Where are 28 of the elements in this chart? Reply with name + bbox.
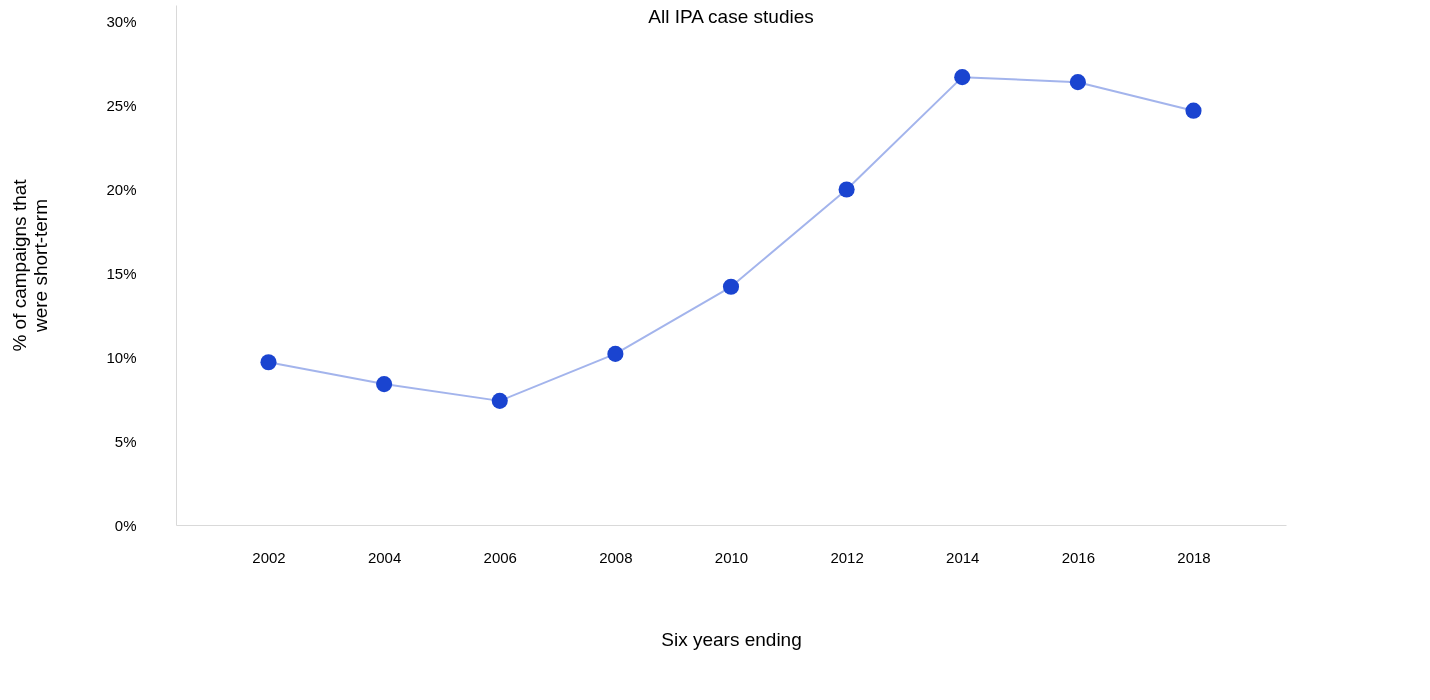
point (838, 181, 855, 198)
point (1069, 74, 1086, 91)
y-tick-label: 5% (114, 432, 137, 450)
point (607, 345, 624, 362)
point (954, 69, 971, 86)
y-tick-label: 20% (106, 181, 137, 199)
y-axis-title: % of campaigns that were short-term (9, 178, 52, 352)
point (1185, 102, 1202, 119)
y-tick-label: 0% (114, 516, 137, 534)
x-axis-title: Six years ending (661, 628, 802, 650)
y-tick-label: 30% (106, 13, 137, 31)
chart-title: All IPA case studies (648, 6, 814, 27)
point (376, 376, 393, 393)
x-tick-label: 2014 (946, 548, 980, 566)
point (260, 354, 277, 371)
y-tick-label: 25% (106, 97, 137, 115)
x-tick-label: 2008 (599, 548, 633, 566)
x-tick-label: 2004 (367, 548, 402, 566)
y-tick-label: 10% (106, 348, 137, 366)
y-tick-label: 15% (106, 264, 137, 282)
x-tick-label: 2016 (1061, 548, 1096, 566)
x-tick-label: 2002 (252, 548, 286, 566)
point (491, 392, 508, 409)
point (722, 278, 740, 295)
x-tick-label: 2010 (714, 548, 749, 566)
x-tick-label: 2018 (1177, 548, 1211, 566)
x-tick-label: 2012 (830, 548, 864, 566)
x-tick-label: 2006 (483, 548, 517, 566)
